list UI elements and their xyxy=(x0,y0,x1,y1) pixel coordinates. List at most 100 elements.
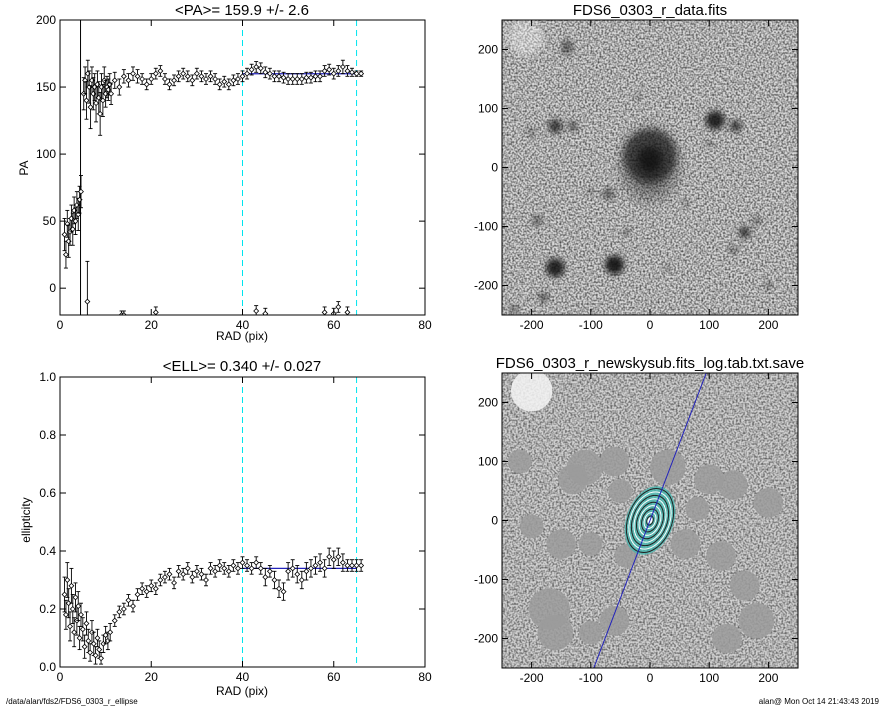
data-point xyxy=(248,562,255,575)
data-point xyxy=(321,306,328,315)
data-point xyxy=(97,91,104,136)
mask-region xyxy=(507,449,532,474)
data-point xyxy=(221,75,228,88)
mask-region xyxy=(599,446,630,477)
data-point xyxy=(120,69,127,84)
data-point xyxy=(94,628,101,648)
y-tick-label: -100 xyxy=(474,573,498,587)
data-point xyxy=(143,78,150,91)
data-image-axes: -200 -100 0 100 200 -200 -100 0 100 200 xyxy=(474,20,798,332)
data-point xyxy=(180,67,187,80)
data-point xyxy=(207,70,214,83)
mask-region xyxy=(712,623,742,654)
data-point xyxy=(79,617,86,642)
data-point xyxy=(152,67,159,80)
data-point xyxy=(280,71,287,84)
y-tick-label: -200 xyxy=(474,279,498,293)
x-tick-label: -100 xyxy=(579,671,603,685)
data-point xyxy=(62,599,69,630)
data-point xyxy=(234,562,241,575)
data-point xyxy=(84,260,91,315)
source xyxy=(568,121,578,131)
data-point xyxy=(312,556,319,575)
data-point xyxy=(212,565,219,578)
source xyxy=(538,292,549,303)
data-point xyxy=(111,614,118,627)
data-point xyxy=(148,579,155,593)
data-point xyxy=(339,553,346,572)
x-tick-label: 100 xyxy=(699,671,719,685)
data-point xyxy=(107,623,114,642)
ell-xlabel: RAD (pix) xyxy=(216,684,268,698)
data-point xyxy=(83,611,90,636)
data-point xyxy=(134,69,141,84)
mask-region xyxy=(558,464,588,495)
ell-marks xyxy=(61,377,365,667)
data-point xyxy=(303,71,310,84)
x-tick-label: 200 xyxy=(758,671,778,685)
data-point xyxy=(166,567,173,581)
data-image-panel: FDS6_0303_r_data.fits -200 -100 0 100 200-20… xyxy=(474,2,799,332)
data-point xyxy=(326,63,333,76)
pa-xlabel: RAD (pix) xyxy=(216,329,268,343)
data-point xyxy=(212,73,219,85)
y-tick-label: 100 xyxy=(478,455,498,469)
pa-title: <PA>= 159.9 +/- 2.6 xyxy=(175,2,309,19)
mask-region xyxy=(578,532,603,556)
pa-panel: <PA>= 159.9 +/- 2.6 0 20 40 60 80 0 50 100 150 20… xyxy=(17,2,432,343)
data-point xyxy=(184,70,191,83)
data-point xyxy=(87,643,94,662)
y-tick-label: 0.0 xyxy=(39,660,56,674)
y-tick-label: 0.2 xyxy=(39,602,56,616)
data-point xyxy=(326,547,333,566)
source xyxy=(507,20,544,56)
data-point xyxy=(134,588,141,601)
data-point xyxy=(321,65,328,77)
data-point xyxy=(294,73,301,85)
data-point xyxy=(184,562,191,575)
mask-region xyxy=(685,496,710,521)
mask-region xyxy=(694,464,724,495)
data-point xyxy=(312,70,319,83)
y-tick-label: 200 xyxy=(478,396,498,410)
source xyxy=(605,255,624,275)
data-point xyxy=(120,602,127,616)
model-image-title: FDS6_0303_r_newskysub.fits_log.tab.txt.s… xyxy=(496,355,805,372)
data-point xyxy=(230,559,237,572)
data-point xyxy=(82,66,89,95)
data-point xyxy=(262,66,269,79)
data-point xyxy=(353,559,360,572)
data-point xyxy=(294,565,301,584)
data-point xyxy=(171,74,178,87)
source xyxy=(706,140,713,147)
data-point xyxy=(262,307,269,315)
y-tick-label: 0.8 xyxy=(39,428,56,442)
x-tick-label: -200 xyxy=(520,318,544,332)
y-tick-label: 200 xyxy=(478,43,498,57)
data-point xyxy=(152,306,159,315)
data-point xyxy=(198,567,205,581)
pa-axes: 0 20 40 60 80 0 50 100 150 200 xyxy=(36,13,432,332)
x-tick-label: 100 xyxy=(699,318,719,332)
ell-axes: 0 20 40 60 80 0.0 0.2 0.4 0.6 0.8 1.0 xyxy=(39,370,432,684)
y-tick-label: 0 xyxy=(49,281,56,295)
data-point xyxy=(108,82,115,105)
source xyxy=(528,128,536,136)
y-tick-label: 1.0 xyxy=(39,370,56,384)
data-point xyxy=(234,73,241,85)
data-point xyxy=(307,71,314,84)
data-point xyxy=(276,70,282,83)
source xyxy=(622,228,630,236)
data-point xyxy=(271,570,278,590)
data-point xyxy=(130,66,136,81)
data-point xyxy=(335,547,342,566)
x-tick-label: 60 xyxy=(327,318,341,332)
y-tick-label: 100 xyxy=(36,147,56,161)
data-point xyxy=(358,70,365,77)
data-point xyxy=(335,65,342,77)
data-point xyxy=(257,562,264,575)
data-point xyxy=(339,59,346,75)
source xyxy=(635,93,642,100)
data-point xyxy=(180,567,187,581)
